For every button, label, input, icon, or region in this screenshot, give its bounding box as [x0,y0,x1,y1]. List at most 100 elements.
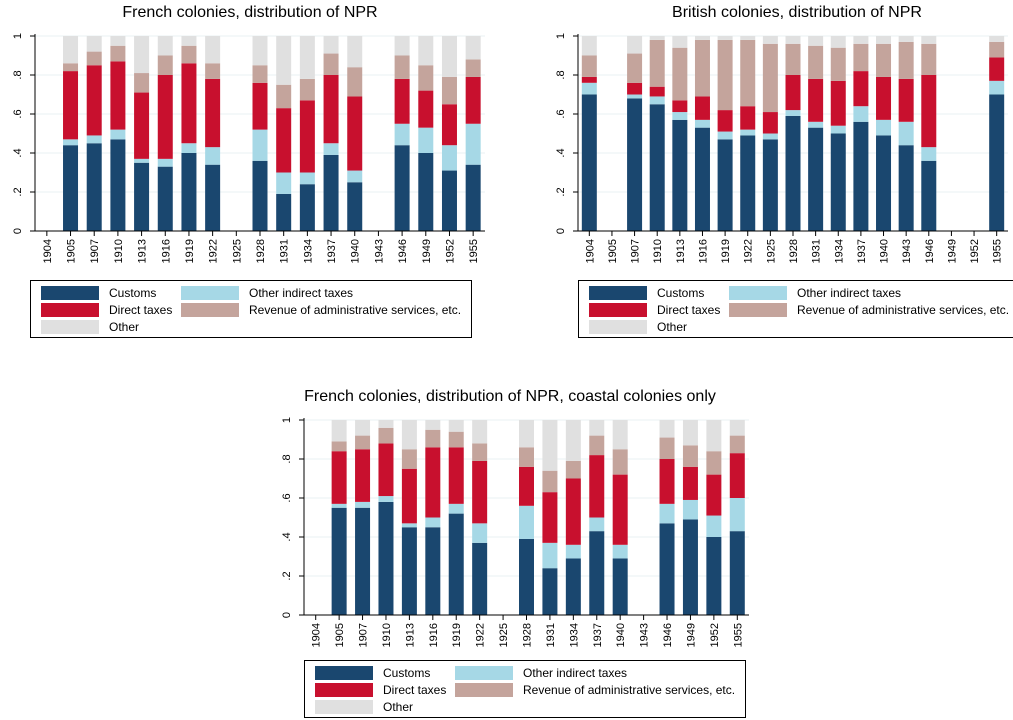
x-tick-label: 1952 [969,239,981,263]
bar-customs-1907 [355,507,371,615]
legend-swatch [455,666,513,680]
bar-customs-1925 [762,139,778,231]
legend-swatch [589,286,647,300]
bar-direct-1955 [729,453,745,498]
bar-other-1934 [565,420,581,461]
x-tick-label: 1925 [231,239,243,263]
legend-label: Other indirect taxes [797,286,902,300]
bar-customs-1955 [729,531,745,615]
y-tick-label: .6 [281,493,293,502]
legend-swatch [729,303,787,317]
legend-swatch [41,286,99,300]
x-tick-label: 1913 [137,239,149,263]
bar-admin-1928 [519,447,534,467]
y-tick-label: .2 [555,187,567,196]
x-tick-label: 1905 [66,239,78,263]
legend-label: Other indirect taxes [249,286,354,300]
bar-other-indirect-1905 [63,139,79,146]
x-tick-label: 1916 [428,623,440,647]
bar-other-indirect-1916 [157,158,173,167]
bar-customs-1907 [627,98,643,232]
y-tick-label: .4 [281,532,293,541]
bar-direct-1946 [921,75,937,148]
x-tick-label: 1928 [522,623,534,647]
bar-other-indirect-1952 [706,515,722,537]
bar-other-indirect-1916 [425,517,441,528]
bar-admin-1916 [425,429,441,448]
bar-direct-1928 [252,82,268,130]
bar-customs-1910 [378,501,394,615]
bar-other-1949 [682,420,698,446]
bar-customs-1943 [898,145,914,231]
bar-direct-1907 [355,449,371,502]
x-tick-label: 1940 [879,239,891,263]
bar-other-indirect-1916 [694,119,710,128]
bar-admin-1905 [331,441,347,452]
legend-label: Other [383,700,414,714]
bar-customs-1937 [589,531,605,615]
bar-direct-1916 [694,96,710,120]
bar-customs-1931 [276,193,292,231]
bar-direct-1946 [394,78,410,124]
bar-other-indirect-1946 [394,123,410,146]
bar-customs-1916 [157,166,173,231]
bar-customs-1904 [581,94,597,231]
y-tick-label: .2 [281,571,293,580]
bar-other-indirect-1955 [989,80,1005,95]
bar-customs-1949 [418,153,434,231]
bar-admin-1940 [876,43,892,77]
bar-direct-1919 [448,447,464,504]
bar-other-indirect-1949 [682,499,698,520]
bar-direct-1949 [682,466,698,500]
bar-customs-1922 [740,135,756,231]
bar-other-1952 [441,36,457,77]
bar-admin-1949 [418,65,434,91]
bar-direct-1922 [472,460,488,524]
bar-other-indirect-1931 [808,121,824,128]
bar-customs-1955 [989,94,1005,231]
bar-customs-1940 [612,558,628,615]
chart-legend-french-coastal: Customs Other indirect taxes Direct taxes R… [304,660,746,718]
bar-direct-1952 [706,474,722,516]
y-tick-label: .6 [555,109,567,118]
x-tick-label: 1931 [279,239,291,263]
bar-admin-1925 [762,43,778,113]
bar-admin-1916 [694,39,710,97]
bar-customs-1946 [394,145,410,231]
x-tick-label: 1907 [89,239,101,263]
x-tick-label: 1919 [184,239,196,263]
legend-label: Revenue of administrative services, etc. [249,303,462,317]
x-tick-label: 1907 [630,239,642,263]
bar-other-1905 [63,36,79,64]
bar-customs-1937 [323,154,339,231]
bar-admin-1952 [441,76,457,105]
bar-other-indirect-1910 [110,129,126,140]
bar-customs-1934 [830,133,846,231]
x-tick-label: 1922 [475,623,487,647]
bar-admin-1905 [63,63,79,72]
x-tick-label: 1955 [468,239,480,263]
x-tick-label: 1952 [444,239,456,263]
bar-other-1907 [627,36,643,54]
legend-label: Direct taxes [109,303,173,317]
bar-direct-1934 [565,478,581,545]
bar-other-indirect-1907 [355,501,371,508]
y-tick-label: 0 [555,228,567,234]
chart-svg-french: French colonies, distribution of NPR 0 .2.… [12,4,485,263]
bar-other-indirect-1937 [323,143,339,155]
x-tick-label: 1905 [607,239,619,263]
bar-other-indirect-1928 [785,110,801,116]
x-tick-label: 1916 [160,239,172,263]
bar-customs-1910 [110,139,126,231]
bar-direct-1907 [86,65,102,136]
x-tick-label: 1910 [381,623,393,647]
y-tick-label: .8 [281,454,293,463]
bar-admin-1937 [853,43,869,72]
bar-admin-1919 [717,39,733,111]
chart-panel-british: British colonies, distribution of NPR 0 .2… [510,0,1013,345]
bar-other-indirect-1922 [205,147,221,165]
bar-admin-1928 [785,43,801,75]
bar-customs-1928 [785,115,801,231]
bar-other-indirect-1919 [448,503,464,514]
bar-other-indirect-1910 [378,496,394,502]
